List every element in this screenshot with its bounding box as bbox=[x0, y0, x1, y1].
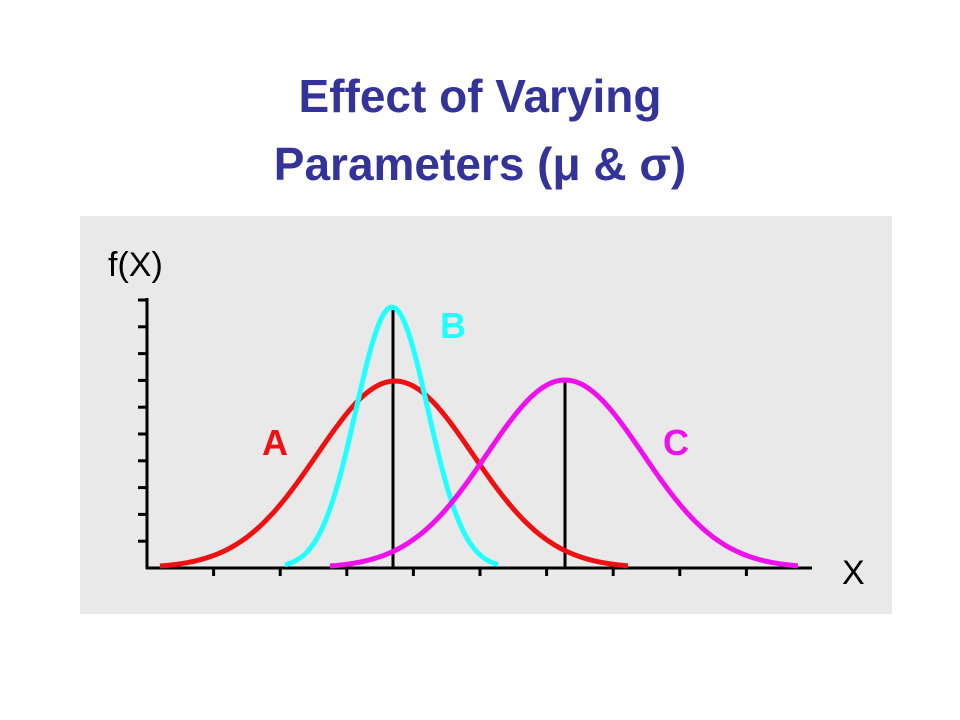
title-line: Parameters (μ & σ) bbox=[274, 138, 686, 190]
x-axis-label: X bbox=[842, 554, 865, 592]
curve-label: B bbox=[440, 305, 466, 346]
curve bbox=[284, 304, 499, 568]
panel bbox=[80, 216, 892, 614]
curve bbox=[159, 378, 629, 569]
axes bbox=[138, 298, 812, 576]
curves bbox=[159, 304, 799, 569]
title-line: Effect of Varying bbox=[299, 70, 662, 122]
y-axis-label: f(X) bbox=[108, 246, 163, 284]
curve-label: A bbox=[262, 422, 288, 463]
curve-label: C bbox=[663, 422, 689, 463]
curve bbox=[329, 377, 799, 569]
